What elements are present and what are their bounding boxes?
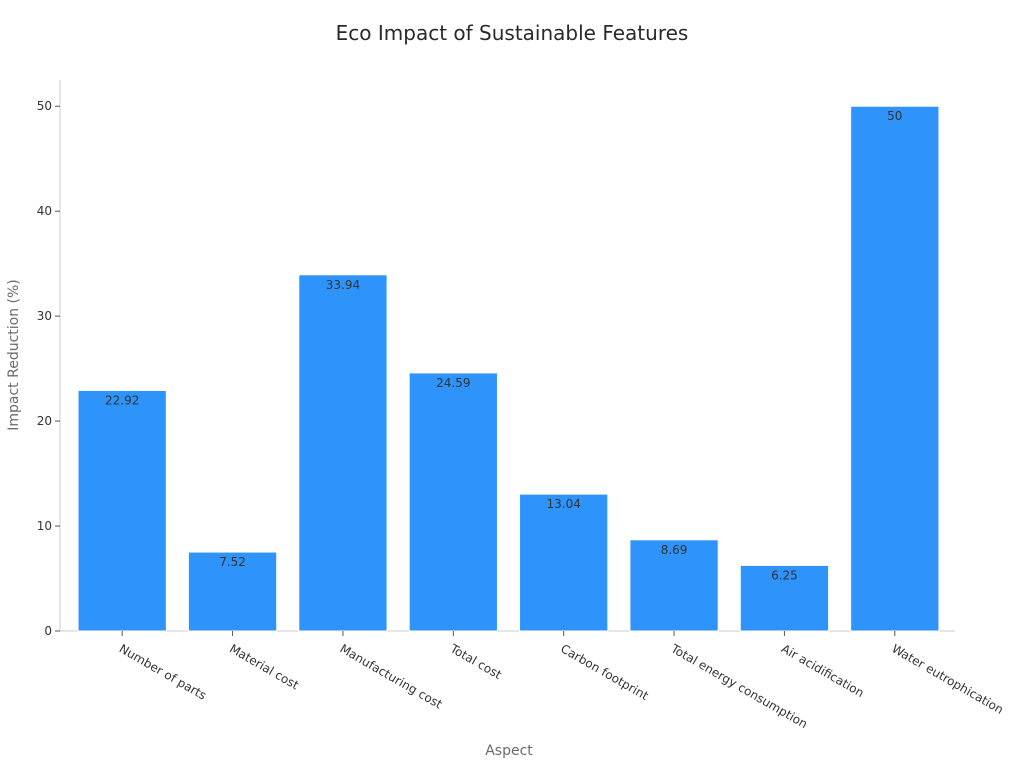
y-tick-label: 30	[37, 309, 52, 323]
x-tick-label: Water eutrophication	[889, 641, 1006, 716]
y-tick-label: 50	[37, 99, 52, 113]
bar[interactable]	[77, 389, 167, 632]
y-axis-label: Impact Reduction (%)	[6, 279, 22, 431]
bar[interactable]	[187, 551, 278, 632]
x-tick-label: Air acidification	[779, 641, 867, 700]
bar-data-label: 50	[887, 109, 902, 123]
bar-data-label: 6.25	[771, 568, 798, 582]
x-tick-label: Material cost	[227, 641, 301, 692]
x-tick-label: Carbon footprint	[558, 641, 651, 703]
bar-data-label: 24.59	[436, 376, 470, 390]
bar-data-label: 13.04	[547, 497, 581, 511]
bar-data-label: 33.94	[326, 278, 360, 292]
x-axis-label: Aspect	[485, 743, 533, 759]
x-tick-label: Manufacturing cost	[337, 641, 444, 711]
bar[interactable]	[298, 274, 388, 632]
x-tick-label: Total cost	[447, 641, 504, 682]
y-tick-label: 10	[37, 519, 52, 533]
bar-data-label: 22.92	[105, 393, 139, 407]
y-tick-label: 40	[37, 204, 52, 218]
bar-data-label: 7.52	[219, 555, 246, 569]
bar[interactable]	[519, 493, 609, 632]
bar[interactable]	[629, 539, 719, 632]
y-tick-label: 20	[37, 414, 52, 428]
bar[interactable]	[408, 372, 498, 632]
bar-data-label: 8.69	[661, 543, 688, 557]
x-tick-label: Number of parts	[117, 641, 209, 702]
bar[interactable]	[739, 564, 830, 632]
bar[interactable]	[850, 105, 940, 632]
y-tick-label: 0	[44, 624, 52, 638]
chart-title: Eco Impact of Sustainable Features	[336, 21, 689, 45]
plot-area: 0 10 20 30 40 50 22.92 Number of parts 7.52 Mater…	[37, 80, 1006, 731]
